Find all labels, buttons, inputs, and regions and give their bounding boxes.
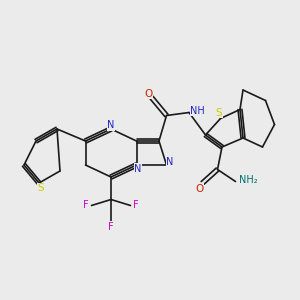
Text: N: N bbox=[107, 120, 115, 130]
Text: S: S bbox=[216, 107, 222, 118]
Text: O: O bbox=[195, 184, 204, 194]
Text: N: N bbox=[167, 157, 174, 167]
Text: F: F bbox=[133, 200, 139, 211]
Text: NH₂: NH₂ bbox=[239, 175, 257, 185]
Text: N: N bbox=[134, 164, 142, 174]
Text: O: O bbox=[144, 89, 153, 99]
Text: F: F bbox=[108, 221, 114, 232]
Text: S: S bbox=[37, 183, 44, 194]
Text: NH: NH bbox=[190, 106, 205, 116]
Text: F: F bbox=[83, 200, 89, 211]
